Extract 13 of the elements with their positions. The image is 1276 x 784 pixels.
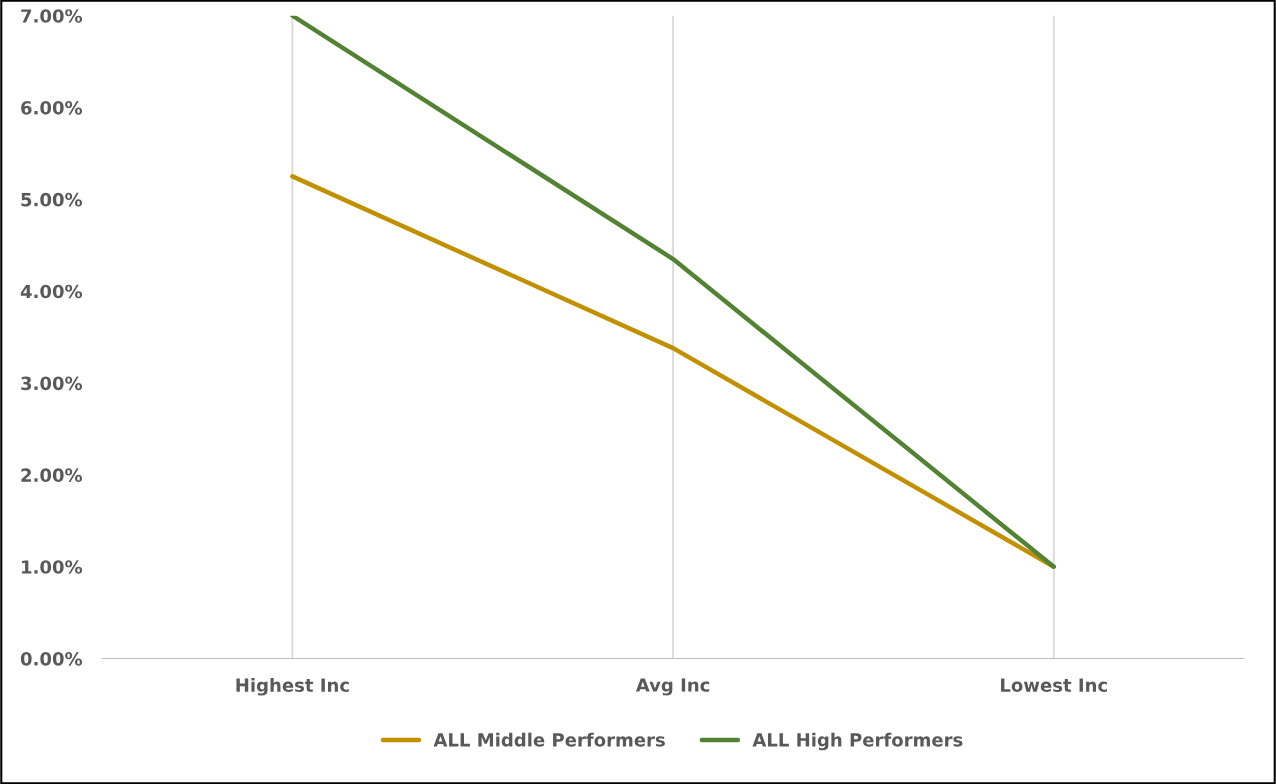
x-tick-label: Avg Inc	[635, 678, 710, 696]
y-tick-label: 5.00%	[21, 192, 83, 207]
x-tick-label: Highest Inc	[236, 678, 349, 696]
y-tick-label: 4.00%	[20, 284, 83, 299]
x-tick-label: Lowest Inc	[1001, 678, 1107, 692]
y-tick-label: 3.00%	[21, 376, 83, 391]
y-tick-label: 1.00%	[22, 560, 83, 574]
y-tick-label: 6.00%	[21, 100, 83, 115]
y-tick-label: 2.00%	[21, 468, 83, 482]
y-tick-label: 0.00%	[20, 652, 83, 666]
legend-label: ALL High Performers	[752, 732, 963, 751]
legend-label: ALL Middle Performers	[433, 732, 665, 747]
y-tick-label: 7.00%	[21, 9, 83, 23]
